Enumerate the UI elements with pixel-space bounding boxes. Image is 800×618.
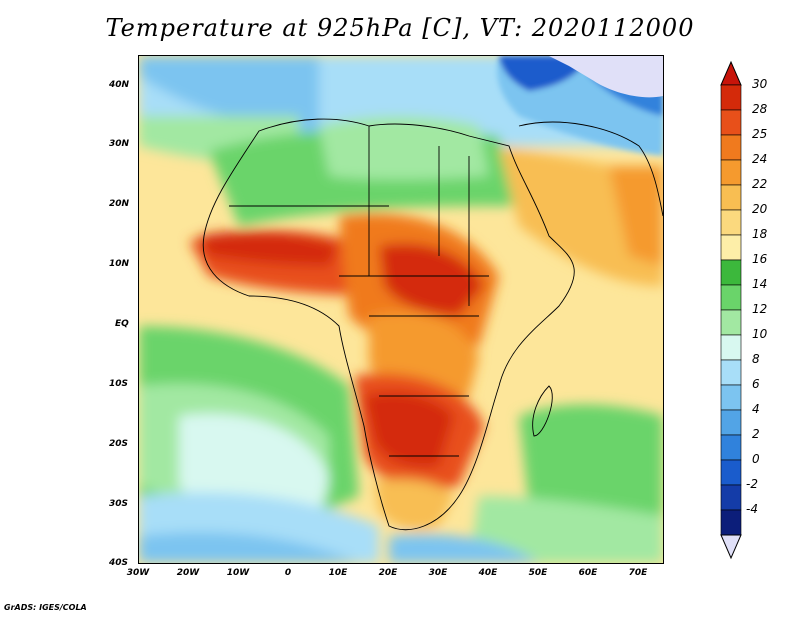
colorbar-boxes (720, 84, 742, 536)
colorbar (720, 60, 742, 560)
colorbar-tick-label: -4 (746, 502, 758, 516)
colorbar-tick-label: 18 (752, 227, 768, 241)
colorbar-tick-label: 4 (752, 402, 760, 416)
lon-label-10w: 10W (226, 568, 250, 578)
colorbar-box (720, 409, 742, 436)
lat-label-30s: 30S (109, 499, 129, 509)
colorbar-tick-label: 6 (752, 377, 760, 391)
colorbar-tick-label: 2 (752, 427, 760, 441)
out-of-range-region (549, 56, 663, 98)
lon-label-30e: 30E (428, 568, 448, 578)
colorbar-box (720, 284, 742, 311)
colorbar-box (720, 384, 742, 411)
lon-label-60e: 60E (578, 568, 598, 578)
colorbar-box (720, 109, 742, 136)
lat-label-10n: 10N (109, 259, 130, 269)
lon-label-30w: 30W (126, 568, 150, 578)
colorbar-tick-label: 16 (752, 252, 768, 266)
colorbar-box (720, 434, 742, 461)
lat-label-eq: EQ (115, 319, 129, 329)
colorbar-tick-label: 8 (752, 352, 760, 366)
colorbar-box (720, 459, 742, 486)
lon-label-10e: 10E (328, 568, 348, 578)
colorbar-tick-label: 14 (752, 277, 768, 291)
colorbar-tick-label: 30 (752, 77, 768, 91)
lat-label-20n: 20N (109, 199, 130, 209)
map-panel (138, 55, 664, 564)
lon-label-20w: 20W (176, 568, 200, 578)
temperature-map (139, 56, 663, 563)
colorbar-box (720, 84, 742, 111)
colorbar-box (720, 334, 742, 361)
colorbar-box (720, 234, 742, 261)
colorbar-box (720, 159, 742, 186)
colorbar-tick-label: -2 (746, 477, 758, 491)
colorbar-tick-label: 12 (752, 302, 768, 316)
colorbar-tick-label: 24 (752, 152, 768, 166)
lat-label-40n: 40N (109, 80, 130, 90)
lat-label-10s: 10S (109, 379, 129, 389)
lat-label-40s: 40S (109, 558, 129, 568)
colorbar-tick-label: 0 (752, 452, 760, 466)
colorbar-under-arrow (720, 534, 742, 560)
colorbar-box (720, 309, 742, 336)
colorbar-box (720, 209, 742, 236)
lon-label-20e: 20E (378, 568, 398, 578)
lon-label-50e: 50E (528, 568, 548, 578)
colorbar-box (720, 134, 742, 161)
lat-label-30n: 30N (109, 139, 130, 149)
lat-label-20s: 20S (109, 439, 129, 449)
colorbar-tick-label: 22 (752, 177, 768, 191)
colorbar-tick-label: 25 (752, 127, 768, 141)
map-title: Temperature at 925hPa [C], VT: 202011200… (105, 14, 695, 42)
colorbar-tick-label: 10 (752, 327, 768, 341)
colorbar-box (720, 509, 742, 536)
colorbar-box (720, 259, 742, 286)
colorbar-tick-label: 28 (752, 102, 768, 116)
credit-label: GrADS: IGES/COLA (4, 603, 87, 612)
colorbar-over-arrow (720, 60, 742, 86)
colorbar-box (720, 359, 742, 386)
lon-label-70e: 70E (628, 568, 648, 578)
lon-label-0: 0 (284, 568, 292, 578)
colorbar-box (720, 184, 742, 211)
colorbar-box (720, 484, 742, 511)
colorbar-tick-label: 20 (752, 202, 768, 216)
lon-label-40e: 40E (478, 568, 498, 578)
coastlines (202, 118, 663, 531)
